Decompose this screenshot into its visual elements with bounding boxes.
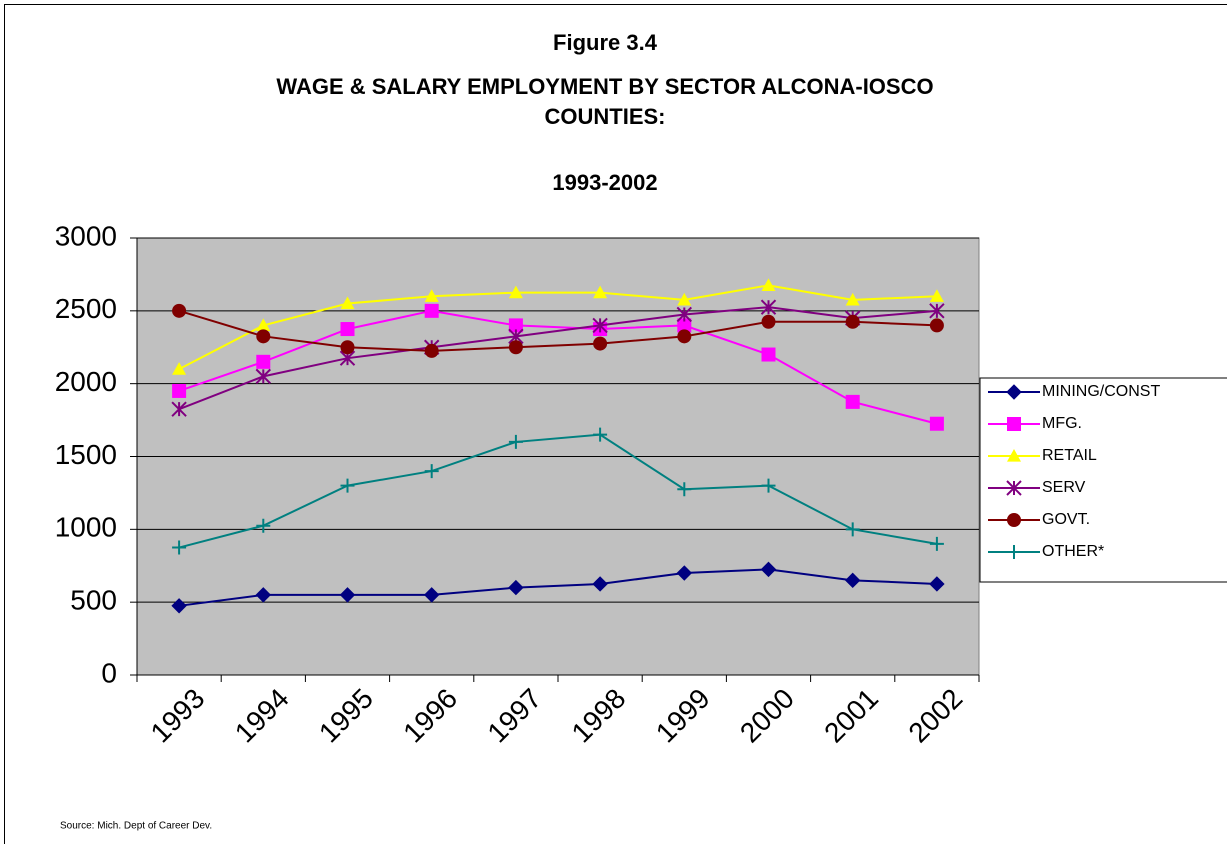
marker: [424, 464, 439, 479]
y-tick-label: 1000: [55, 512, 117, 543]
marker: [677, 482, 692, 497]
legend-box: [979, 377, 1227, 583]
marker: [508, 318, 523, 333]
marker: [172, 303, 187, 318]
marker: [929, 536, 944, 551]
y-tick-label: 3000: [55, 220, 117, 251]
marker: [929, 318, 944, 333]
series-line: [178, 433, 938, 549]
marker: [424, 303, 439, 318]
marker: [508, 285, 523, 299]
legend-label: OTHER*: [1042, 543, 1104, 560]
series-line: [178, 284, 937, 370]
marker: [760, 561, 777, 578]
source-note: Source: Mich. Dept of Career Dev.: [60, 821, 212, 832]
chart-title: COUNTIES:: [545, 104, 666, 129]
marker: [255, 368, 272, 385]
marker: [508, 340, 523, 355]
marker: [340, 296, 355, 310]
chart-title: 1993-2002: [552, 170, 657, 195]
marker: [340, 340, 355, 355]
marker: [423, 587, 440, 603]
marker: [593, 336, 608, 351]
chart-title: Figure 3.4: [553, 30, 658, 55]
y-tick-label: 0: [101, 657, 117, 688]
marker: [677, 329, 692, 344]
marker: [508, 579, 524, 596]
marker: [592, 576, 608, 592]
marker: [761, 314, 776, 329]
marker: [761, 278, 776, 291]
marker: [844, 572, 861, 589]
y-tick-label: 500: [70, 585, 117, 616]
legend-label: RETAIL: [1042, 447, 1097, 464]
marker: [172, 540, 187, 555]
marker: [845, 314, 860, 329]
marker: [340, 478, 355, 493]
marker: [256, 518, 271, 533]
legend-label: SERV: [1042, 479, 1086, 496]
legend-label: MFG.: [1042, 415, 1082, 432]
marker: [593, 285, 608, 299]
marker: [845, 522, 860, 537]
legend-marker: [1006, 480, 1022, 496]
marker: [256, 329, 271, 344]
marker: [256, 318, 271, 331]
series-line: [178, 309, 938, 425]
marker: [508, 434, 523, 449]
legend-label: GOVT.: [1042, 511, 1090, 528]
marker: [676, 306, 693, 323]
marker: [845, 394, 860, 409]
marker: [424, 343, 439, 358]
marker: [256, 354, 271, 369]
legend-label: MINING/CONST: [1042, 383, 1160, 400]
marker: [760, 299, 777, 315]
marker: [761, 347, 776, 362]
marker: [172, 362, 187, 375]
legend-marker: [1007, 545, 1021, 559]
marker: [339, 587, 356, 603]
marker: [929, 416, 944, 431]
legend-marker: [1007, 513, 1021, 527]
marker: [255, 587, 272, 603]
series-line: [178, 309, 937, 352]
y-tick-label: 1500: [55, 439, 117, 470]
marker: [592, 317, 608, 334]
marker: [929, 576, 945, 592]
marker: [929, 289, 944, 302]
marker: [172, 383, 187, 398]
marker: [171, 598, 187, 614]
y-tick-label: 2500: [55, 293, 117, 324]
marker: [929, 303, 945, 319]
marker: [677, 292, 692, 306]
marker: [677, 318, 692, 333]
legend-marker: [1007, 449, 1021, 462]
marker: [761, 478, 776, 493]
legend-marker: [1007, 417, 1021, 431]
marker: [340, 322, 355, 337]
series-line: [178, 568, 937, 607]
marker: [593, 427, 608, 442]
series-line: [178, 306, 937, 411]
marker: [676, 565, 693, 581]
marker: [424, 289, 439, 302]
marker: [845, 292, 860, 306]
chart-title: WAGE & SALARY EMPLOYMENT BY SECTOR ALCON…: [276, 74, 933, 99]
legend-marker: [1006, 384, 1022, 400]
y-tick-label: 2000: [55, 366, 117, 397]
marker: [171, 401, 187, 417]
